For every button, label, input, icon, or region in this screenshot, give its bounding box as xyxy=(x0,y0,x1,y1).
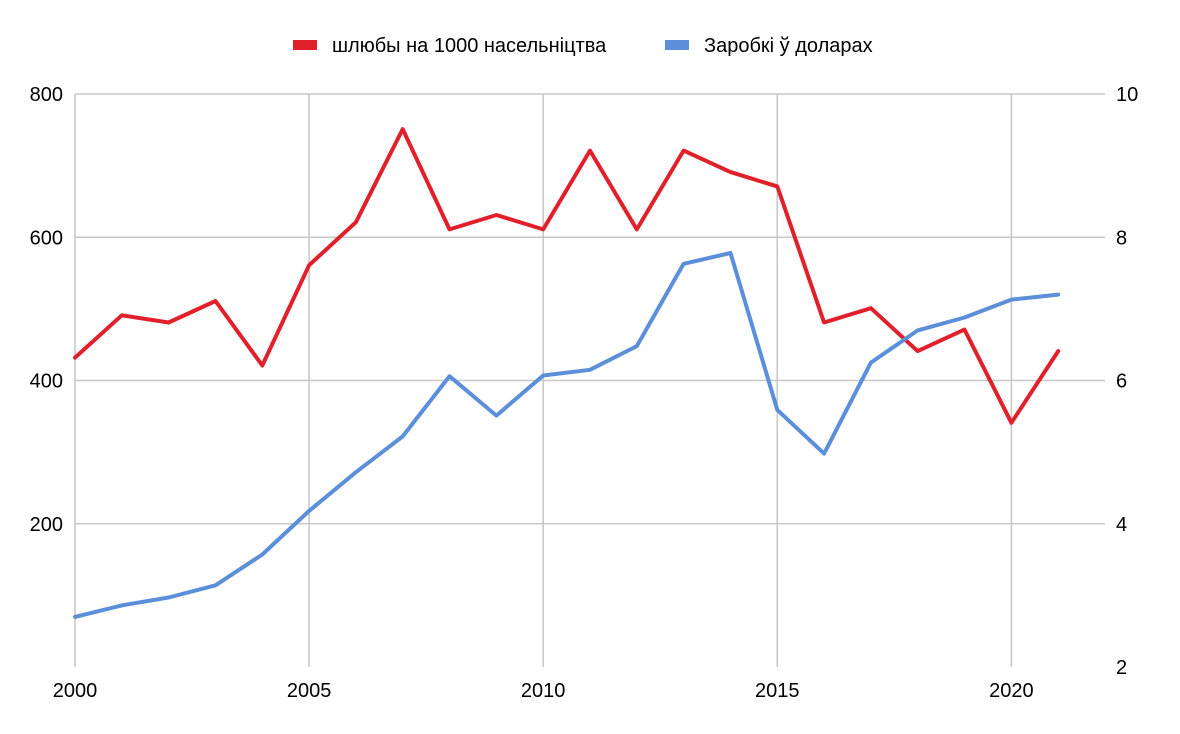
y-right-tick-label: 8 xyxy=(1116,227,1127,249)
y-left-tick-label: 400 xyxy=(30,371,63,393)
y-right-tick-label: 10 xyxy=(1116,84,1138,106)
x-tick-label: 2000 xyxy=(53,680,98,702)
x-tick-label: 2010 xyxy=(521,680,566,702)
legend-label-wages: Заробкі ў доларах xyxy=(704,35,873,57)
series-line-wages xyxy=(73,251,1061,619)
series-lines xyxy=(73,127,1061,619)
legend: шлюбы на 1000 насельніцтва Заробкі ў дол… xyxy=(293,35,873,57)
y-right-tick-label: 4 xyxy=(1116,514,1127,536)
y-left-tick-label: 800 xyxy=(30,84,63,106)
legend-swatch-marriages xyxy=(293,40,317,50)
x-tick-label: 2005 xyxy=(287,680,332,702)
tick-labels: 200 400 600 800 2 4 6 8 10 2000 2005 2010 2015 2020 xyxy=(30,84,1139,702)
y-left-tick-label: 600 xyxy=(30,227,63,249)
x-tick-label: 2020 xyxy=(989,680,1034,702)
y-right-tick-label: 6 xyxy=(1116,371,1127,393)
x-tick-label: 2015 xyxy=(755,680,800,702)
legend-swatch-wages xyxy=(665,40,689,50)
series-line-marriages xyxy=(73,127,1061,425)
y-right-tick-label: 2 xyxy=(1116,657,1127,679)
gridlines xyxy=(74,93,1105,667)
y-left-tick-label: 200 xyxy=(30,514,63,536)
legend-label-marriages: шлюбы на 1000 насельніцтва xyxy=(332,35,607,57)
